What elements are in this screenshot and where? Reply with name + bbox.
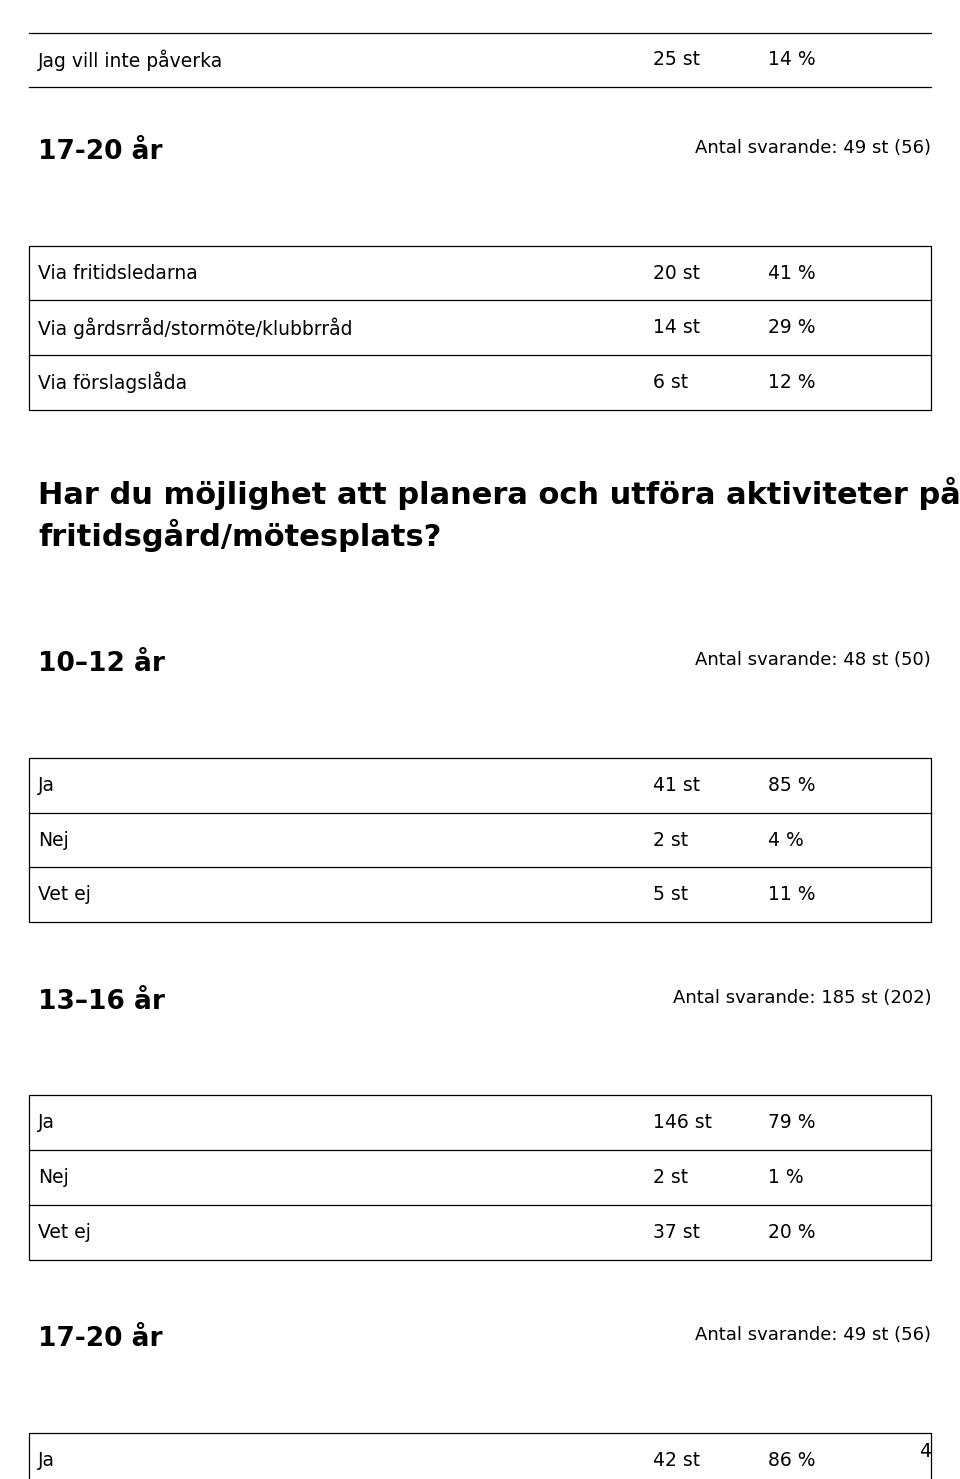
Bar [29,1433,931,1479]
Text: 20 st: 20 st [653,263,700,282]
Text: 14 %: 14 % [768,50,816,70]
Text: 17-20 år: 17-20 år [38,1327,163,1352]
Text: Vet ej: Vet ej [38,1223,91,1242]
Text: 11 %: 11 % [768,886,815,904]
Text: Antal svarande: 49 st (56): Antal svarande: 49 st (56) [695,139,931,157]
Text: 10–12 år: 10–12 år [38,651,165,677]
Bar [29,759,931,923]
Text: 41 st: 41 st [653,776,700,794]
Text: 6 st: 6 st [653,373,688,392]
Text: 146 st: 146 st [653,1114,711,1133]
Text: Nej: Nej [38,831,69,849]
Bar [29,246,931,410]
Text: Antal svarande: 185 st (202): Antal svarande: 185 st (202) [673,989,931,1007]
Bar [29,1096,931,1260]
Text: 25 st: 25 st [653,50,700,70]
Text: Antal svarande: 48 st (50): Antal svarande: 48 st (50) [695,651,931,670]
Text: Jag vill inte påverka: Jag vill inte påverka [38,49,224,71]
Text: 85 %: 85 % [768,776,815,794]
Text: 4: 4 [919,1442,931,1461]
Text: 1 %: 1 % [768,1168,804,1188]
Text: 79 %: 79 % [768,1114,815,1133]
Text: 5 st: 5 st [653,886,688,904]
Text: 29 %: 29 % [768,318,815,337]
Text: Ja: Ja [38,1451,56,1470]
Text: Nej: Nej [38,1168,69,1188]
Text: Via gårdsrråd/stormöte/klubbrråd: Via gårdsrråd/stormöte/klubbrråd [38,317,353,339]
Text: 12 %: 12 % [768,373,815,392]
Text: Ja: Ja [38,776,56,794]
Text: 41 %: 41 % [768,263,816,282]
Text: 2 st: 2 st [653,831,688,849]
Text: 14 st: 14 st [653,318,700,337]
Text: Antal svarande: 49 st (56): Antal svarande: 49 st (56) [695,1327,931,1344]
Text: Vet ej: Vet ej [38,886,91,904]
Text: Via förslagslåda: Via förslagslåda [38,371,187,393]
Text: 13–16 år: 13–16 år [38,989,165,1015]
Text: Har du möjlighet att planera och utföra aktiviteter på din
fritidsgård/mötesplat: Har du möjlighet att planera och utföra … [38,476,960,552]
Text: 17-20 år: 17-20 år [38,139,163,166]
Text: 4 %: 4 % [768,831,804,849]
Text: Via fritidsledarna: Via fritidsledarna [38,263,198,282]
Text: 37 st: 37 st [653,1223,700,1242]
Text: 42 st: 42 st [653,1451,700,1470]
Text: 20 %: 20 % [768,1223,815,1242]
Text: 86 %: 86 % [768,1451,815,1470]
Text: 2 st: 2 st [653,1168,688,1188]
Text: Ja: Ja [38,1114,56,1133]
